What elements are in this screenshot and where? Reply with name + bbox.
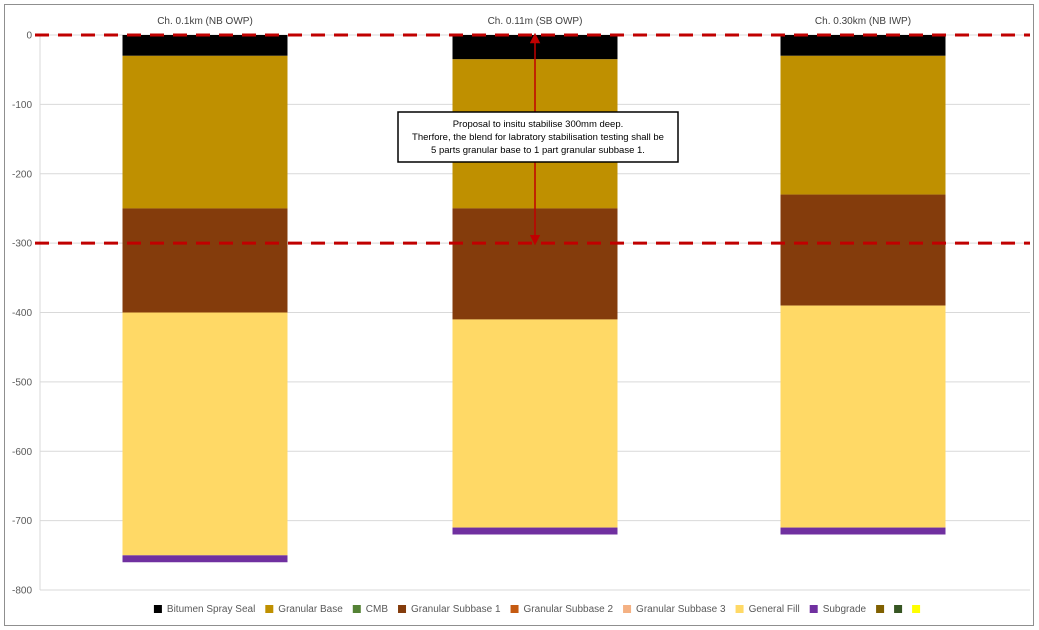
legend-swatch — [809, 605, 818, 613]
bar-segment — [780, 194, 946, 306]
reference-lines — [35, 33, 1030, 245]
legend-swatch — [894, 605, 903, 613]
bar-segment — [452, 319, 618, 528]
legend-swatch — [265, 605, 274, 613]
y-tick-label: 0 — [26, 31, 32, 42]
y-tick-label: -200 — [12, 169, 32, 180]
legend: Bitumen Spray Seal Granular Base CMB Granul… — [153, 604, 921, 615]
category-label: Ch. 0.30km (NB IWP) — [815, 16, 911, 27]
legend-label: Granular Base — [278, 604, 343, 615]
annotation-text-line: Therfore, the blend for labratory stabil… — [412, 132, 664, 143]
bar-segment — [780, 55, 946, 195]
legend-label: Granular Subbase 3 — [636, 604, 726, 615]
category-label: Ch. 0.1km (NB OWP) — [157, 16, 253, 27]
bar-segment — [780, 35, 946, 56]
legend-swatch — [352, 605, 361, 613]
legend-label: CMB — [366, 604, 389, 615]
bar-segment — [122, 55, 288, 209]
legend-swatch — [153, 605, 162, 613]
category-labels: Ch. 0.1km (NB OWP) Ch. 0.11m (SB OWP) Ch. … — [157, 16, 911, 27]
annotation-text-line: 5 parts granular base to 1 part granular… — [431, 145, 645, 156]
bar-segment — [780, 305, 946, 528]
y-tick-label: -800 — [12, 586, 32, 597]
y-tick-label: -700 — [12, 516, 32, 527]
y-axis: 0 -100 -200 -300 -400 -500 -600 -700 -800 — [12, 31, 41, 597]
legend-label: Granular Subbase 2 — [524, 604, 614, 615]
bar-segment — [122, 208, 288, 313]
bar-segment — [122, 312, 288, 556]
legend-label: Granular Subbase 1 — [411, 604, 501, 615]
legend-swatch — [876, 605, 885, 613]
legend-swatch — [398, 605, 407, 613]
bar-segment — [780, 527, 946, 535]
bar-segment — [122, 35, 288, 56]
annotation: Proposal to insitu stabilise 300mm deep.… — [397, 32, 679, 246]
y-tick-label: -300 — [12, 239, 32, 250]
annotation-text-line: Proposal to insitu stabilise 300mm deep. — [453, 119, 624, 130]
y-tick-label: -500 — [12, 377, 32, 388]
bar-segment — [452, 527, 618, 535]
legend-label: Bitumen Spray Seal — [167, 604, 255, 615]
bar-segment — [122, 555, 288, 563]
legend-label: General Fill — [749, 604, 800, 615]
annotation-box — [397, 111, 679, 163]
legend-swatch — [623, 605, 632, 613]
y-tick-label: -400 — [12, 308, 32, 319]
y-tick-label: -600 — [12, 447, 32, 458]
legend-swatch — [510, 605, 519, 613]
legend-swatch — [735, 605, 744, 613]
legend-swatch — [912, 605, 921, 613]
y-tick-label: -100 — [12, 100, 32, 111]
legend-label: Subgrade — [823, 604, 867, 615]
category-label: Ch. 0.11m (SB OWP) — [488, 16, 583, 27]
